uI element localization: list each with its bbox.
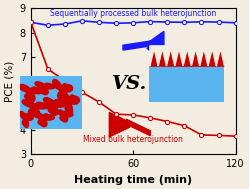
X-axis label: Heating time (min): Heating time (min) — [74, 175, 192, 185]
Polygon shape — [35, 82, 56, 95]
Text: Sequentially processed bulk heterojunction: Sequentially processed bulk heterojuncti… — [50, 9, 216, 18]
Polygon shape — [19, 84, 45, 102]
Polygon shape — [22, 100, 50, 117]
Polygon shape — [57, 110, 73, 122]
Polygon shape — [53, 80, 73, 103]
Polygon shape — [20, 112, 33, 128]
Polygon shape — [44, 98, 66, 115]
Text: VS.: VS. — [112, 75, 147, 93]
Polygon shape — [109, 112, 150, 137]
Polygon shape — [123, 31, 164, 60]
Polygon shape — [61, 91, 79, 115]
Text: Mixed bulk heterojunction: Mixed bulk heterojunction — [83, 135, 183, 144]
Bar — [149, 66, 224, 102]
Polygon shape — [34, 112, 55, 127]
Y-axis label: PCE (%): PCE (%) — [4, 61, 14, 102]
